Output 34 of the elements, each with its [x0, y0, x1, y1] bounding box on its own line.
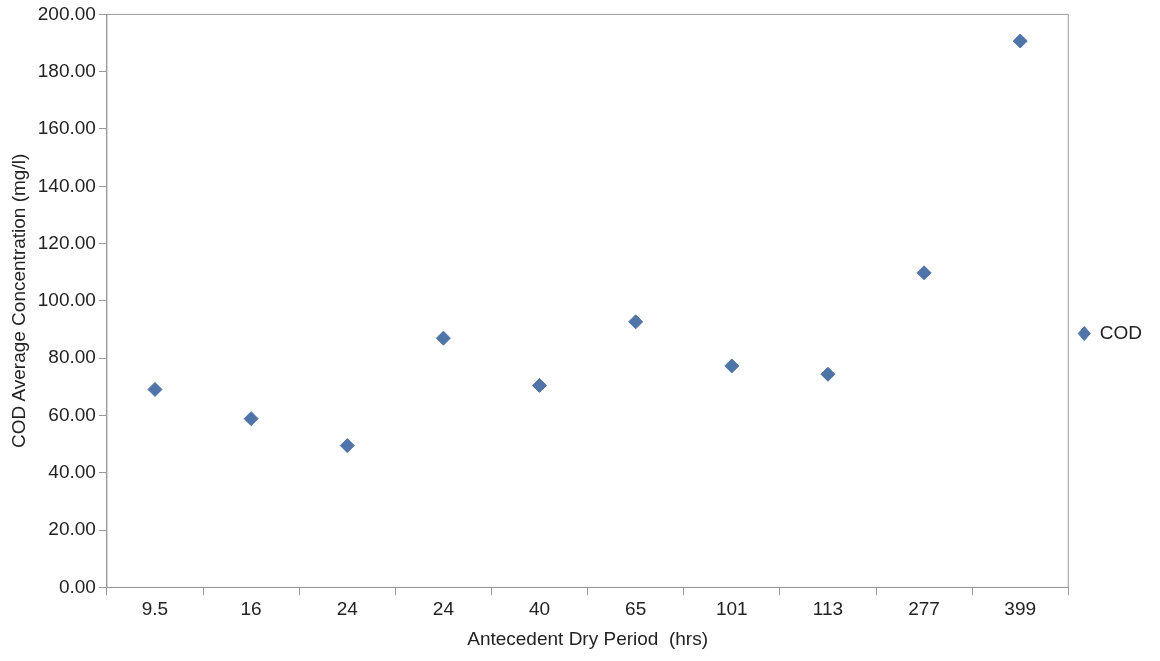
point	[339, 438, 355, 454]
y-tick-label: 180.00	[37, 59, 96, 81]
point	[724, 358, 740, 374]
y-tick-label: 40.00	[48, 461, 96, 483]
point	[916, 265, 932, 281]
y-tick-label: 60.00	[48, 403, 96, 425]
point	[532, 377, 548, 393]
x-tick-label: 399	[1004, 598, 1037, 620]
legend-label: COD	[1099, 321, 1143, 343]
y-axis-title: COD Average Concentration (mg/l)	[7, 153, 29, 449]
x-tick-label: 24	[336, 598, 359, 620]
x-tick-label: 113	[812, 598, 844, 620]
x-axis-title: Antecedent Dry Period (hrs)	[467, 627, 708, 649]
point	[1012, 33, 1028, 49]
y-tick-label: 120.00	[37, 231, 96, 253]
x-tick-label: 101	[715, 598, 748, 620]
y-tick-label: 0.00	[58, 575, 96, 597]
y-tick-label: 160.00	[37, 117, 96, 139]
point	[147, 381, 163, 397]
y-tick-label: 100.00	[37, 289, 96, 311]
point	[628, 314, 644, 330]
point	[435, 330, 451, 346]
x-tick-label: 65	[625, 598, 647, 620]
point	[243, 411, 259, 427]
x-tick-label: 277	[908, 598, 940, 620]
x-tick-label: 9.5	[141, 598, 169, 620]
y-tick-label: 20.00	[48, 518, 96, 540]
y-tick-label: 80.00	[48, 346, 96, 368]
x-tick-label: 40	[528, 598, 551, 620]
x-tick-label: 16	[240, 598, 262, 620]
y-tick-label: 140.00	[37, 174, 96, 196]
y-tick-label: 200.00	[37, 2, 96, 24]
point	[820, 366, 836, 382]
x-tick-label: 24	[432, 598, 455, 620]
